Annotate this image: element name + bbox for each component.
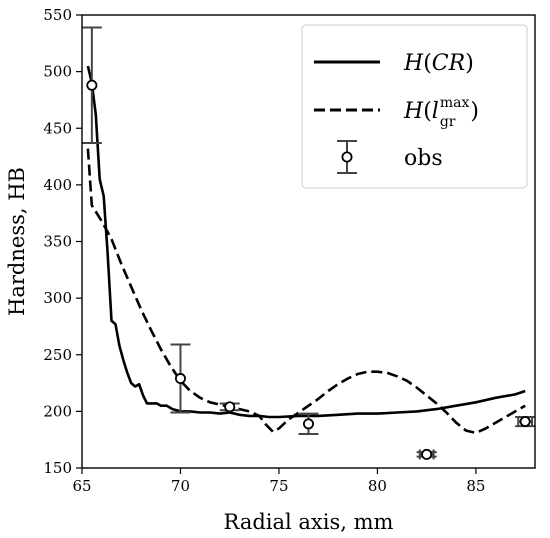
obs-point (81, 26, 102, 144)
x-tick-label: 85 (466, 477, 485, 495)
y-tick-label: 550 (43, 6, 72, 24)
y-tick-label: 500 (43, 63, 72, 81)
obs-marker (421, 448, 433, 460)
obs-point (170, 343, 191, 414)
legend-h-lgr-sup: max (440, 95, 470, 111)
obs-point (416, 448, 437, 460)
legend-h-cr-lp: ( (423, 51, 432, 76)
legend-entry-h-lgr: H(lmax gr) (403, 95, 479, 130)
x-tick-label: 75 (269, 477, 288, 495)
obs-marker (302, 418, 314, 430)
legend-h-lgr-arg: l (432, 99, 439, 124)
obs-point (219, 401, 240, 413)
y-tick-label: 400 (43, 176, 72, 194)
series-line-h-lgr (86, 148, 526, 435)
legend: H(CR) H(lmax gr) obs (301, 24, 528, 189)
legend-obs-marker-circle (341, 151, 353, 163)
y-tick-label: 250 (43, 346, 72, 364)
y-tick-label: 300 (43, 289, 72, 307)
series-line-h-cr (86, 65, 526, 419)
obs-marker (174, 373, 186, 385)
axis-ticks: 65 70 75 80 85 150 200 250 300 350 400 450 500 550 (43, 6, 485, 495)
y-axis-label: Hardness, HB (5, 167, 29, 316)
obs-point (298, 412, 319, 436)
legend-h-cr-rp: ) (465, 51, 474, 76)
x-axis-label: Radial axis, mm (224, 510, 394, 534)
legend-h-cr-func: H (403, 51, 424, 76)
x-tick-label: 80 (368, 477, 387, 495)
plot-area (81, 26, 536, 460)
legend-h-lgr-func: H (403, 99, 424, 124)
legend-swatch-obs (337, 140, 357, 174)
legend-h-cr-arg: CR (432, 51, 465, 76)
obs-point (515, 416, 536, 428)
legend-box (301, 24, 528, 189)
y-tick-label: 350 (43, 233, 72, 251)
legend-entry-h-cr: H(CR) (403, 51, 474, 76)
y-tick-label: 150 (43, 459, 72, 477)
x-tick-label: 70 (171, 477, 190, 495)
y-tick-label: 200 (43, 402, 72, 420)
obs-marker (224, 401, 236, 413)
x-tick-label: 65 (72, 477, 91, 495)
legend-h-lgr-sub: gr (440, 114, 456, 130)
y-tick-label: 450 (43, 119, 72, 137)
legend-h-lgr-lp: ( (423, 99, 432, 124)
obs-marker (86, 79, 98, 91)
legend-entry-obs: obs (404, 146, 443, 171)
legend-h-lgr-rp: ) (470, 99, 479, 124)
obs-marker (519, 416, 531, 428)
